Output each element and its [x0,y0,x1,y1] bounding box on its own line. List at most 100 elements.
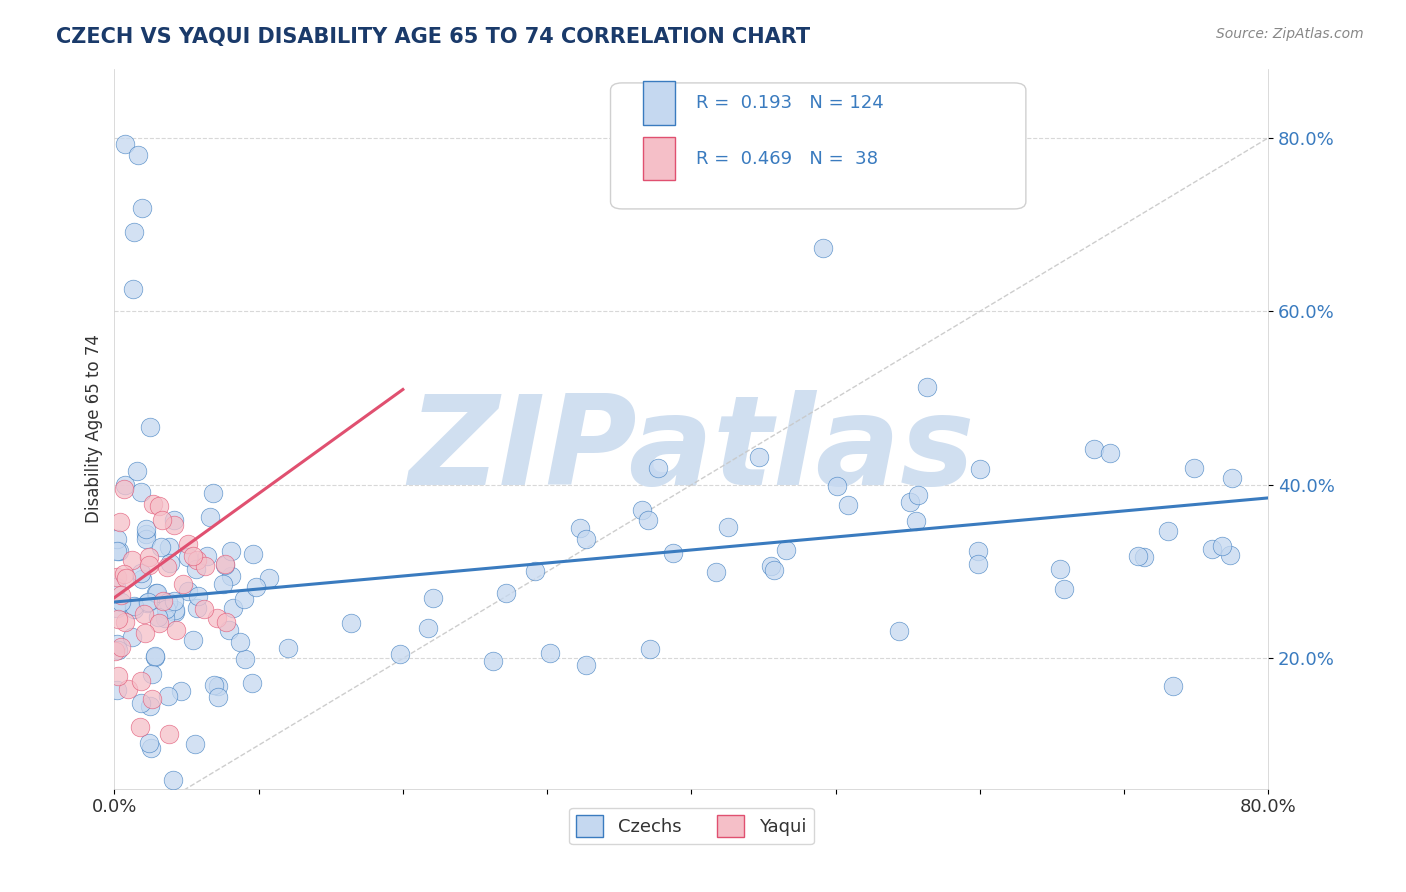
Point [129,566,152,581]
Point [661,545,683,559]
Point [207,679,229,693]
Point [150,540,173,554]
Point [105,532,128,546]
Point [631,503,654,517]
Point [186,553,208,567]
Point [637,513,659,527]
Point [388,647,411,661]
Point [157,595,180,609]
Point [105,601,128,615]
Point [837,498,859,512]
Point [114,136,136,151]
Point [762,563,785,577]
Point [647,460,669,475]
Point [163,518,186,533]
Point [105,637,128,651]
Point [775,543,797,558]
Point [105,580,128,594]
Point [242,548,264,562]
Point [114,478,136,492]
Point [122,599,145,613]
Point [141,691,163,706]
Point [1049,562,1071,576]
Point [121,282,143,296]
Point [242,676,264,690]
Point [138,550,160,565]
Point [135,522,157,536]
Point [1053,582,1076,596]
FancyBboxPatch shape [643,81,675,125]
Point [152,594,174,608]
Point [214,558,236,572]
Point [150,513,173,527]
Point [165,623,187,637]
Point [184,562,207,576]
Point [105,682,128,697]
Point [967,544,990,558]
Point [125,464,148,478]
Point [157,727,180,741]
Point [219,543,242,558]
Point [131,484,153,499]
Text: ZIPatlas: ZIPatlas [408,390,974,510]
Point [917,380,939,394]
Point [163,513,186,527]
Point [257,571,280,585]
Point [163,593,186,607]
Point [575,532,598,546]
Point [222,601,245,615]
Point [138,558,160,573]
Point [143,650,166,665]
Point [108,515,131,529]
Legend: Czechs, Yaqui: Czechs, Yaqui [569,808,814,845]
Point [186,600,208,615]
Point [1182,460,1205,475]
Point [148,616,170,631]
Point [114,615,136,629]
Point [1157,524,1180,538]
Point [1220,471,1243,485]
Point [482,654,505,668]
Point [138,736,160,750]
Point [827,478,849,492]
Point [907,488,929,502]
Point [1083,442,1105,456]
Point [905,514,928,528]
Point [523,564,546,578]
Point [569,521,592,535]
Point [141,740,163,755]
Point [1161,679,1184,693]
Point [176,537,198,551]
Point [422,591,444,605]
Point [121,630,143,644]
Text: Source: ZipAtlas.com: Source: ZipAtlas.com [1216,27,1364,41]
Point [340,616,363,631]
Point [969,461,991,475]
Point [107,669,129,683]
Point [218,623,240,637]
Point [153,610,176,624]
Point [121,553,143,567]
Point [141,667,163,681]
Point [181,549,204,563]
Point [107,544,129,558]
Text: CZECH VS YAQUI DISABILITY AGE 65 TO 74 CORRELATION CHART: CZECH VS YAQUI DISABILITY AGE 65 TO 74 C… [56,27,810,46]
Y-axis label: Disability Age 65 to 74: Disability Age 65 to 74 [86,334,103,523]
Point [138,698,160,713]
Point [1098,446,1121,460]
Point [148,500,170,514]
Point [759,558,782,573]
Point [277,640,299,655]
Text: R =  0.193   N = 124: R = 0.193 N = 124 [696,94,883,112]
Point [207,690,229,705]
Point [640,642,662,657]
Point [194,559,217,574]
Point [156,689,179,703]
Point [131,201,153,215]
Point [717,520,740,534]
Text: R =  0.469   N =  38: R = 0.469 N = 38 [696,150,877,168]
Point [131,572,153,586]
Point [233,591,256,606]
Point [195,549,218,563]
Point [163,605,186,619]
